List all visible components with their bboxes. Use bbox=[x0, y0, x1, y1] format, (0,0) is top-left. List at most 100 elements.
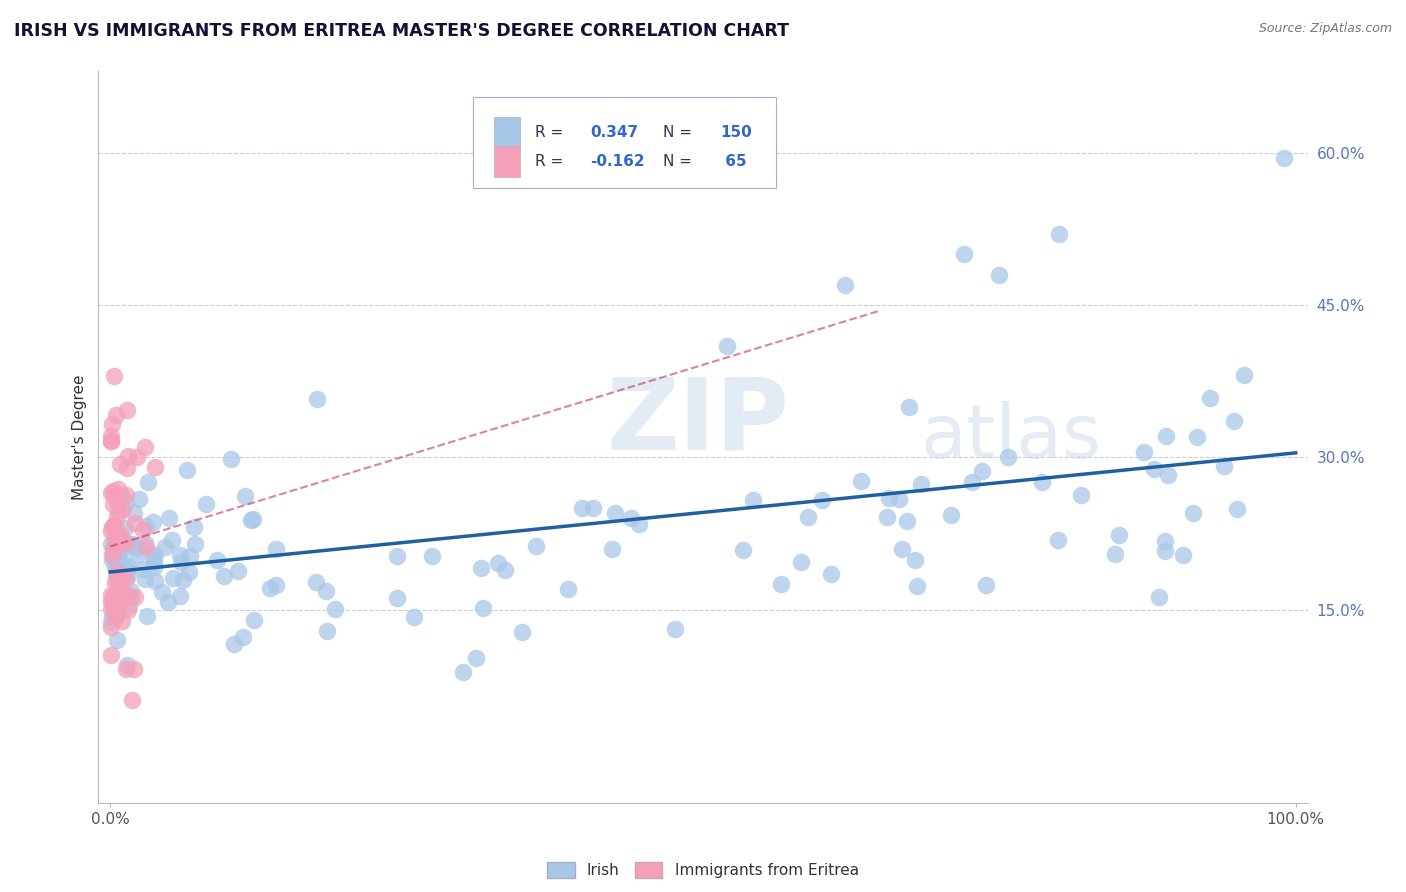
Text: N =: N = bbox=[664, 153, 692, 169]
Point bbox=[1149, 590, 1171, 604]
Point bbox=[157, 595, 180, 609]
Point bbox=[121, 539, 143, 553]
Text: IRISH VS IMMIGRANTS FROM ERITREA MASTER'S DEGREE CORRELATION CHART: IRISH VS IMMIGRANTS FROM ERITREA MASTER'… bbox=[14, 22, 789, 40]
Point bbox=[114, 521, 136, 535]
Point bbox=[153, 540, 176, 554]
Point bbox=[305, 392, 328, 407]
Point bbox=[179, 549, 201, 564]
Point bbox=[997, 450, 1019, 464]
Point bbox=[101, 589, 124, 603]
Point bbox=[1199, 392, 1222, 406]
Point bbox=[896, 514, 918, 528]
Point bbox=[243, 613, 266, 627]
Point bbox=[877, 491, 900, 505]
Point bbox=[557, 582, 579, 596]
Point bbox=[1154, 428, 1177, 442]
Point bbox=[1108, 528, 1130, 542]
Point bbox=[107, 600, 129, 615]
Point bbox=[120, 589, 142, 603]
Point bbox=[142, 555, 165, 569]
Point bbox=[510, 624, 533, 639]
Point bbox=[124, 590, 146, 604]
Point bbox=[495, 563, 517, 577]
Point bbox=[170, 555, 193, 569]
Point bbox=[136, 609, 159, 624]
Point bbox=[100, 429, 122, 443]
Point bbox=[205, 553, 228, 567]
Point bbox=[107, 597, 129, 611]
Point bbox=[134, 535, 156, 549]
Point bbox=[101, 539, 124, 553]
Point bbox=[100, 537, 122, 551]
Point bbox=[110, 584, 132, 599]
Point bbox=[110, 540, 132, 554]
Point bbox=[1143, 461, 1166, 475]
Point bbox=[118, 599, 141, 614]
Point bbox=[887, 492, 910, 507]
Point bbox=[1047, 227, 1070, 241]
Point bbox=[122, 662, 145, 676]
Text: N =: N = bbox=[664, 125, 692, 140]
Point bbox=[1104, 547, 1126, 561]
Point bbox=[264, 541, 287, 556]
Text: 150: 150 bbox=[720, 125, 752, 140]
Point bbox=[104, 610, 127, 624]
Point bbox=[104, 528, 127, 542]
Point bbox=[100, 615, 122, 629]
Point bbox=[128, 491, 150, 506]
Point bbox=[108, 488, 131, 502]
Point bbox=[108, 527, 131, 541]
Point bbox=[820, 566, 842, 581]
Point bbox=[100, 588, 122, 602]
Point bbox=[1233, 368, 1256, 382]
Point bbox=[103, 548, 125, 562]
Point bbox=[157, 511, 180, 525]
Point bbox=[108, 553, 131, 567]
Point bbox=[132, 524, 155, 538]
Point bbox=[136, 475, 159, 490]
Point bbox=[472, 601, 495, 615]
Point bbox=[117, 449, 139, 463]
Point bbox=[115, 561, 138, 575]
Text: R =: R = bbox=[534, 125, 564, 140]
Point bbox=[107, 593, 129, 607]
Text: 65: 65 bbox=[720, 153, 747, 169]
Point bbox=[105, 566, 128, 580]
Point bbox=[108, 458, 131, 472]
Point bbox=[876, 510, 898, 524]
Point bbox=[524, 539, 547, 553]
Point bbox=[101, 599, 124, 614]
Point bbox=[184, 537, 207, 551]
Point bbox=[402, 609, 425, 624]
Point bbox=[228, 565, 250, 579]
Point bbox=[571, 501, 593, 516]
Point bbox=[125, 450, 148, 465]
Point bbox=[108, 545, 131, 559]
Point bbox=[232, 630, 254, 644]
Point bbox=[619, 511, 641, 525]
Point bbox=[105, 565, 128, 579]
Point bbox=[114, 536, 136, 550]
Point bbox=[1226, 502, 1249, 516]
Point bbox=[115, 488, 138, 502]
Point bbox=[117, 568, 139, 582]
Text: 0.347: 0.347 bbox=[591, 125, 638, 140]
Point bbox=[465, 651, 488, 665]
Point bbox=[1133, 445, 1156, 459]
Point bbox=[897, 400, 920, 414]
Point bbox=[112, 501, 135, 516]
Point bbox=[150, 584, 173, 599]
Point bbox=[115, 495, 138, 509]
Point bbox=[120, 583, 142, 598]
Point bbox=[105, 607, 128, 621]
Point bbox=[169, 590, 191, 604]
Point bbox=[100, 485, 122, 500]
Point bbox=[904, 553, 927, 567]
Point bbox=[259, 581, 281, 595]
Point bbox=[972, 464, 994, 478]
Point bbox=[939, 508, 962, 522]
Point bbox=[104, 559, 127, 574]
Point bbox=[183, 520, 205, 534]
Point bbox=[172, 573, 194, 587]
Point bbox=[117, 558, 139, 573]
